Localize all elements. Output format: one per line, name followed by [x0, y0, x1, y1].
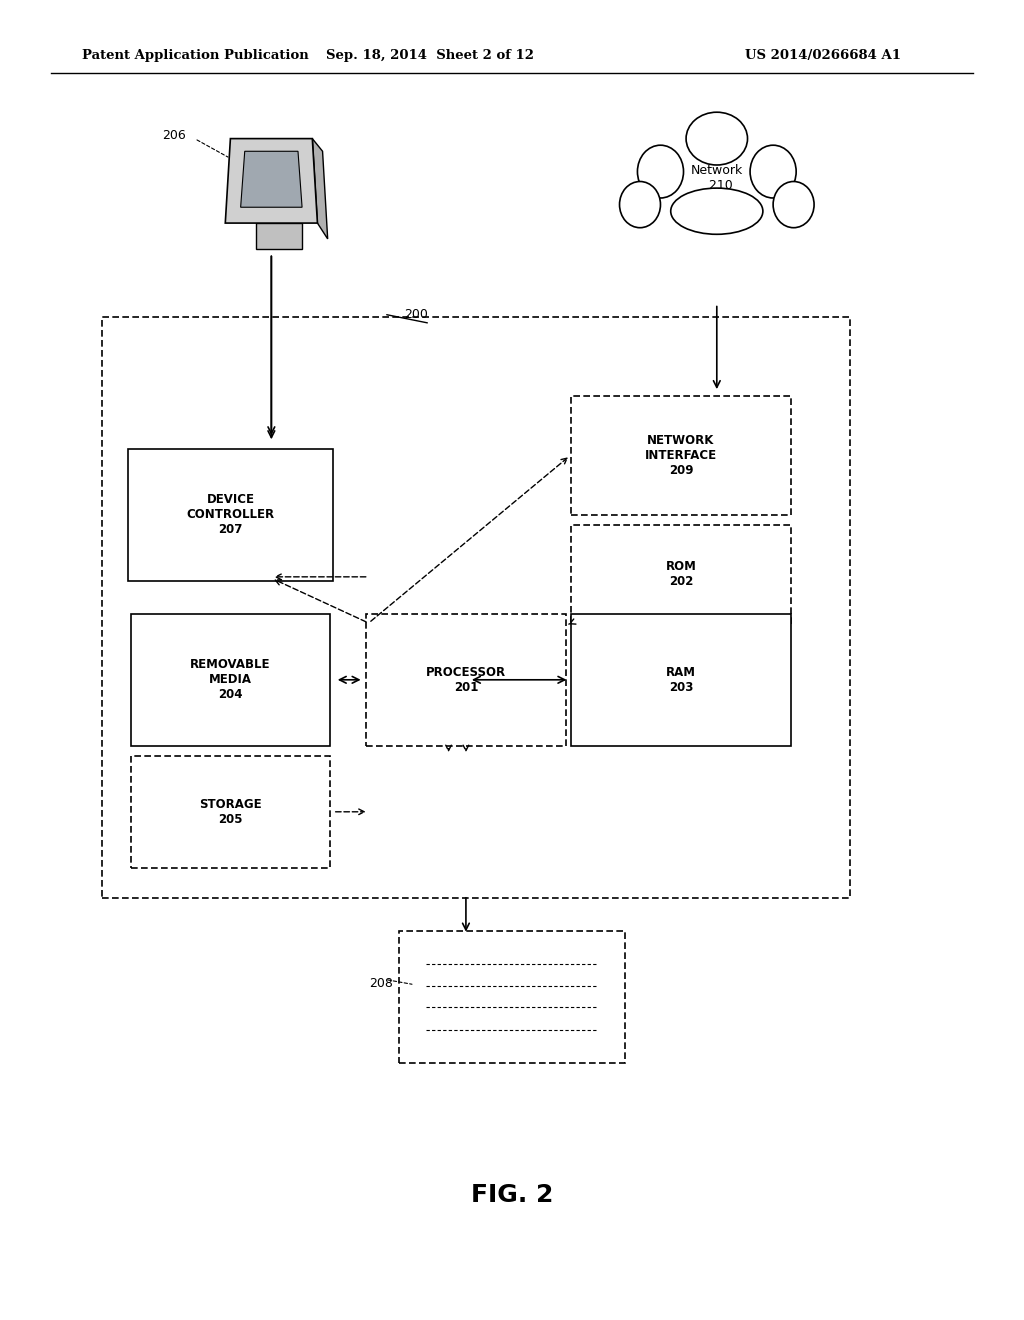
Text: 200: 200	[404, 308, 428, 321]
FancyBboxPatch shape	[367, 614, 565, 746]
FancyBboxPatch shape	[399, 931, 625, 1063]
Text: DEVICE
CONTROLLER
207: DEVICE CONTROLLER 207	[186, 494, 274, 536]
Text: Network
  210: Network 210	[690, 164, 743, 193]
Text: REMOVABLE
MEDIA
204: REMOVABLE MEDIA 204	[190, 659, 270, 701]
Ellipse shape	[773, 181, 814, 227]
FancyBboxPatch shape	[571, 614, 791, 746]
Polygon shape	[241, 152, 302, 207]
Text: FIG. 2: FIG. 2	[471, 1183, 553, 1206]
FancyBboxPatch shape	[128, 449, 333, 581]
Polygon shape	[225, 139, 317, 223]
FancyBboxPatch shape	[131, 614, 330, 746]
Polygon shape	[256, 223, 302, 249]
Ellipse shape	[750, 145, 797, 198]
FancyBboxPatch shape	[571, 525, 791, 624]
Ellipse shape	[620, 181, 660, 227]
Text: RAM
203: RAM 203	[666, 665, 696, 694]
Text: PROCESSOR
201: PROCESSOR 201	[426, 665, 506, 694]
Ellipse shape	[637, 145, 684, 198]
Ellipse shape	[686, 112, 748, 165]
Text: US 2014/0266684 A1: US 2014/0266684 A1	[745, 49, 901, 62]
Text: ROM
202: ROM 202	[666, 560, 696, 589]
Text: STORAGE
205: STORAGE 205	[199, 797, 262, 826]
FancyBboxPatch shape	[131, 755, 330, 869]
Text: 206: 206	[162, 129, 185, 143]
Ellipse shape	[671, 189, 763, 235]
Text: Sep. 18, 2014  Sheet 2 of 12: Sep. 18, 2014 Sheet 2 of 12	[326, 49, 535, 62]
FancyBboxPatch shape	[102, 317, 850, 898]
Polygon shape	[312, 139, 328, 239]
FancyBboxPatch shape	[571, 396, 791, 515]
Text: 208: 208	[369, 977, 392, 990]
Text: Patent Application Publication: Patent Application Publication	[82, 49, 308, 62]
Text: NETWORK
INTERFACE
209: NETWORK INTERFACE 209	[645, 434, 717, 477]
